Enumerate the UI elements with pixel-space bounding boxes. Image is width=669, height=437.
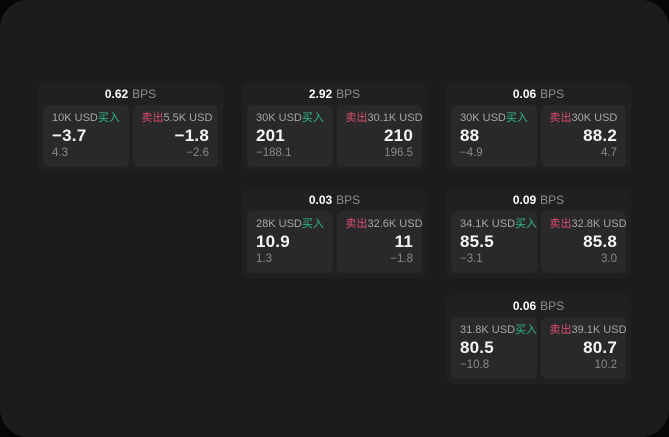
buy-price: 10.9 [256, 232, 290, 251]
sell-price: 85.8 [583, 232, 617, 251]
quote-panels: 34.1K USD 买入 85.5 −3.1 卖出 32.8K USD 85.8… [446, 211, 631, 278]
quote-panels: 10K USD 买入 −3.7 4.3 卖出 5.5K USD −1.8 −2.… [38, 105, 223, 172]
sell-size: 30.1K USD [367, 112, 423, 124]
sell-size: 32.6K USD [367, 218, 423, 230]
buy-panel[interactable]: 28K USD 买入 10.9 1.3 [247, 211, 333, 273]
sell-delta: 4.7 [601, 147, 617, 159]
sell-delta: −1.8 [390, 253, 413, 265]
card-header: 0.06 BPS [446, 82, 631, 105]
bps-unit: BPS [132, 86, 157, 101]
quote-card-grid: 0.62 BPS 10K USD 买入 −3.7 4.3 卖出 5.5K USD [38, 82, 631, 384]
bps-unit: BPS [540, 192, 565, 207]
sell-panel[interactable]: 卖出 32.8K USD 85.8 3.0 [540, 211, 627, 273]
buy-label: 买入 [505, 112, 528, 124]
sell-delta: −2.6 [186, 147, 209, 159]
sell-delta: 3.0 [601, 253, 617, 265]
buy-label: 买入 [301, 218, 324, 230]
sell-panel[interactable]: 卖出 30K USD 88.2 4.7 [540, 105, 626, 167]
buy-size: 31.8K USD [460, 324, 516, 336]
quote-card: 2.92 BPS 30K USD 买入 201 −188.1 卖出 30.1K … [242, 82, 427, 172]
buy-label: 买入 [515, 324, 538, 336]
quote-card: 0.06 BPS 30K USD 买入 88 −4.9 卖出 30K USD [446, 82, 631, 172]
sell-panel[interactable]: 卖出 32.6K USD 11 −1.8 [336, 211, 423, 273]
sell-label: 卖出 [345, 112, 368, 124]
bps-value: 0.06 [512, 86, 537, 101]
sell-panel[interactable]: 卖出 39.1K USD 80.7 10.2 [540, 317, 627, 379]
buy-panel[interactable]: 31.8K USD 买入 80.5 −10.8 [451, 317, 537, 379]
quote-card: 0.03 BPS 28K USD 买入 10.9 1.3 卖出 32.6K US… [242, 188, 427, 278]
bps-unit: BPS [336, 192, 361, 207]
bps-unit: BPS [336, 86, 361, 101]
buy-delta: −3.1 [460, 253, 483, 265]
quote-panels: 30K USD 买入 88 −4.9 卖出 30K USD 88.2 4.7 [446, 105, 631, 172]
buy-label: 买入 [301, 112, 324, 124]
sell-size: 30K USD [571, 112, 618, 124]
buy-panel[interactable]: 34.1K USD 买入 85.5 −3.1 [451, 211, 537, 273]
buy-delta: −188.1 [256, 147, 292, 159]
sell-size: 39.1K USD [571, 324, 627, 336]
sell-size: 32.8K USD [571, 218, 627, 230]
buy-size: 28K USD [256, 218, 302, 230]
sell-price: −1.8 [174, 126, 209, 145]
buy-price: 85.5 [460, 232, 494, 251]
buy-size: 10K USD [52, 112, 98, 124]
buy-panel[interactable]: 30K USD 买入 88 −4.9 [451, 105, 537, 167]
sell-label: 卖出 [549, 218, 572, 230]
quote-card: 0.62 BPS 10K USD 买入 −3.7 4.3 卖出 5.5K USD [38, 82, 223, 172]
buy-price: 201 [256, 126, 285, 145]
sell-delta: 10.2 [594, 359, 617, 371]
buy-size: 30K USD [460, 112, 506, 124]
buy-price: −3.7 [52, 126, 87, 145]
quote-card: 0.09 BPS 34.1K USD 买入 85.5 −3.1 卖出 32.8K… [446, 188, 631, 278]
bps-value: 2.92 [308, 86, 333, 101]
sell-price: 88.2 [583, 126, 617, 145]
quote-panels: 31.8K USD 买入 80.5 −10.8 卖出 39.1K USD 80.… [446, 317, 631, 384]
quote-card: 0.06 BPS 31.8K USD 买入 80.5 −10.8 卖出 39.1… [446, 294, 631, 384]
buy-panel[interactable]: 10K USD 买入 −3.7 4.3 [43, 105, 129, 167]
bps-unit: BPS [540, 86, 565, 101]
bps-value: 0.09 [512, 192, 537, 207]
card-header: 0.03 BPS [242, 188, 427, 211]
bps-value: 0.03 [308, 192, 333, 207]
quote-panels: 28K USD 买入 10.9 1.3 卖出 32.6K USD 11 −1.8 [242, 211, 427, 278]
bps-unit: BPS [540, 298, 565, 313]
sell-label: 卖出 [549, 112, 572, 124]
card-header: 2.92 BPS [242, 82, 427, 105]
sell-price: 11 [394, 232, 413, 251]
buy-delta: 1.3 [256, 253, 272, 265]
buy-size: 34.1K USD [460, 218, 516, 230]
card-header: 0.62 BPS [38, 82, 223, 105]
buy-panel[interactable]: 30K USD 买入 201 −188.1 [247, 105, 333, 167]
quote-panels: 30K USD 买入 201 −188.1 卖出 30.1K USD 210 1… [242, 105, 427, 172]
sell-label: 卖出 [345, 218, 368, 230]
buy-price: 80.5 [460, 338, 494, 357]
buy-price: 88 [460, 126, 480, 145]
sell-panel[interactable]: 卖出 30.1K USD 210 196.5 [336, 105, 423, 167]
buy-size: 30K USD [256, 112, 302, 124]
sell-price: 80.7 [583, 338, 617, 357]
sell-delta: 196.5 [384, 147, 413, 159]
sell-panel[interactable]: 卖出 5.5K USD −1.8 −2.6 [132, 105, 218, 167]
card-header: 0.09 BPS [446, 188, 631, 211]
buy-label: 买入 [515, 218, 538, 230]
buy-delta: 4.3 [52, 147, 68, 159]
card-header: 0.06 BPS [446, 294, 631, 317]
sell-label: 卖出 [549, 324, 572, 336]
sell-size: 5.5K USD [163, 112, 213, 124]
sell-label: 卖出 [141, 112, 164, 124]
bps-value: 0.62 [104, 86, 129, 101]
sell-price: 210 [384, 126, 413, 145]
bps-value: 0.06 [512, 298, 537, 313]
buy-delta: −10.8 [460, 359, 490, 371]
buy-label: 买入 [97, 112, 120, 124]
buy-delta: −4.9 [460, 147, 483, 159]
